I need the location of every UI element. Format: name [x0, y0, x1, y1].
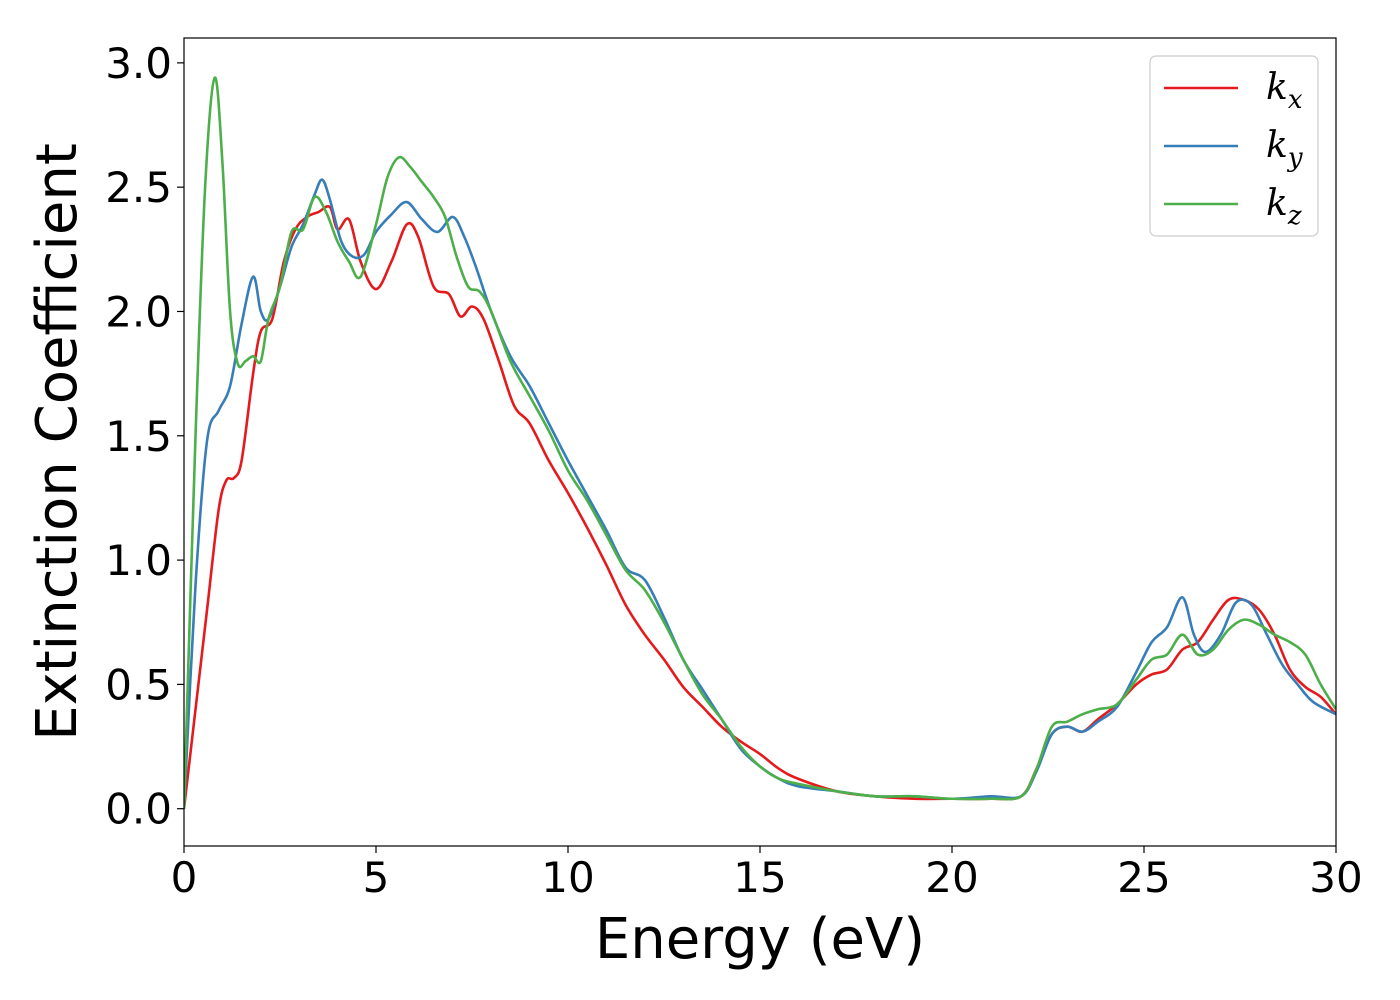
series-line-kz	[184, 76, 1336, 809]
y-tick-label: 3.0	[105, 39, 172, 88]
y-tick-label: 2.5	[105, 163, 172, 212]
x-tick-label: 10	[541, 853, 594, 902]
x-tick-label: 25	[1117, 853, 1170, 902]
series-line-ky	[184, 178, 1336, 809]
plot-background	[184, 38, 1336, 846]
y-axis-title: Extinction Coefficient	[25, 143, 90, 741]
y-tick-label: 0.0	[105, 785, 172, 834]
x-axis-title: Energy (eV)	[595, 907, 925, 972]
series-line-kx	[184, 205, 1336, 809]
x-tick-label: 0	[171, 853, 198, 902]
y-axis: 0.0 0.5 1.0 1.5 2.0 2.5 3.0	[105, 39, 184, 834]
x-tick-label: 15	[733, 853, 786, 902]
y-tick-label: 0.5	[105, 660, 172, 709]
x-tick-label: 5	[363, 853, 390, 902]
x-tick-label: 20	[925, 853, 978, 902]
x-axis: 0 5 10 15 20 25 30	[171, 846, 1363, 902]
y-tick-label: 1.0	[105, 536, 172, 585]
y-tick-label: 2.0	[105, 287, 172, 336]
x-tick-label: 30	[1309, 853, 1362, 902]
y-tick-label: 1.5	[105, 412, 172, 461]
series-layer	[184, 76, 1336, 809]
